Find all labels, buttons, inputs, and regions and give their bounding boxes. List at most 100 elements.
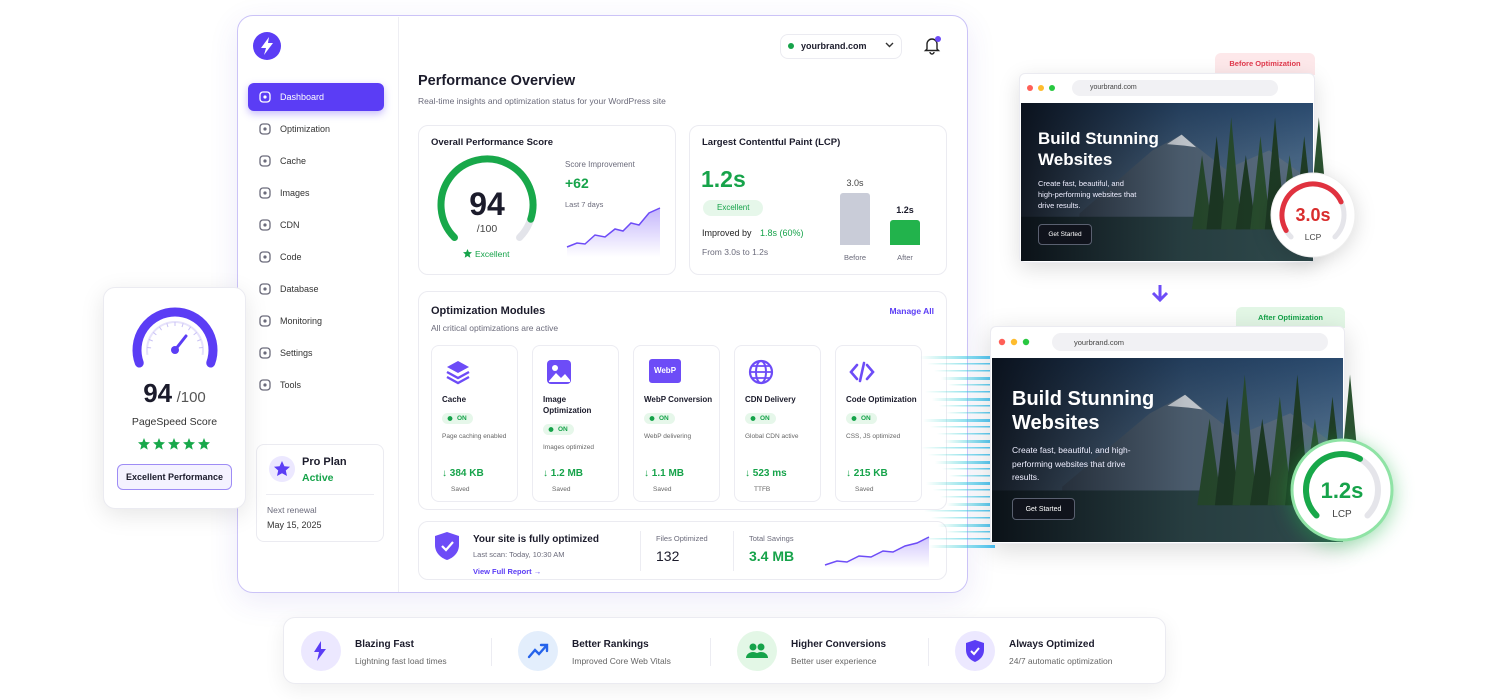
report-link[interactable]: View Full Report → — [473, 567, 542, 576]
nav-icon — [259, 315, 271, 327]
score-rating: Excellent — [475, 249, 510, 259]
speed-line — [926, 482, 995, 485]
nav-icon — [259, 91, 271, 103]
renewal-date: May 15, 2025 — [267, 520, 322, 530]
after-gauge — [1290, 438, 1394, 542]
after-button[interactable]: Get Started — [1012, 498, 1075, 520]
summary-title: Your site is fully optimized — [473, 534, 599, 545]
lcp-improved-prefix: Improved by — [702, 228, 752, 238]
module-body: Code Optimization ON CSS, JS optimized — [846, 394, 918, 440]
before-button[interactable]: Get Started — [1038, 224, 1092, 245]
speed-line — [941, 377, 995, 380]
score: 94 — [469, 186, 505, 222]
manage-all[interactable]: Manage All — [889, 306, 934, 316]
feature-icon — [955, 631, 995, 671]
plan-card — [256, 444, 384, 542]
modules-subtitle: All critical optimizations are active — [431, 323, 559, 333]
nav-label: Dashboard — [280, 92, 325, 102]
speed-line — [942, 468, 995, 470]
score-sparkline — [566, 207, 661, 257]
speed-line — [928, 454, 995, 456]
speed-line — [940, 496, 995, 498]
gauge-tick — [148, 339, 153, 342]
nav-icon — [259, 155, 271, 167]
lcp-improved-value: 1.8s (60%) — [760, 228, 804, 238]
nav-label: Tools — [280, 380, 302, 390]
before-lcp-value: 3.0s — [1295, 205, 1331, 225]
status-dot — [788, 43, 794, 49]
nav-label: Database — [280, 284, 319, 294]
score-gauge — [437, 155, 537, 242]
nav-label: Cache — [280, 156, 307, 166]
nav-label: Settings — [280, 348, 313, 358]
score-max: /100 — [476, 223, 498, 235]
nav-icon — [259, 219, 271, 231]
after-url: yourbrand.com — [1074, 338, 1125, 347]
module-icon — [446, 361, 470, 385]
after-lcp-value: 1.2s — [1320, 478, 1364, 503]
module-desc: Page caching enabled — [442, 433, 507, 440]
speed-lines — [920, 356, 995, 548]
gauge-arc — [437, 155, 537, 242]
speed-line — [929, 545, 995, 548]
star — [138, 438, 150, 450]
nav-label: CDN — [280, 220, 300, 230]
rating-stars — [138, 438, 210, 450]
rating-star — [463, 249, 472, 258]
star — [153, 438, 165, 450]
star — [183, 438, 195, 450]
gauge-tick — [193, 331, 198, 336]
nav-item[interactable] — [248, 83, 384, 111]
module-name: Cache — [442, 395, 467, 404]
files-label: Files Optimized — [656, 534, 708, 543]
feature-title: Blazing Fast — [355, 639, 414, 650]
before-text: Create fast, beautiful, and high-perform… — [1038, 179, 1137, 210]
nav-icon — [259, 283, 271, 295]
before-gauge — [1270, 172, 1356, 258]
gauge-tick — [197, 339, 202, 342]
feature-divider — [928, 638, 929, 666]
speed-line — [945, 531, 995, 533]
module-body: Image Optimization ON Images optimized — [543, 394, 615, 451]
speed-line — [949, 475, 995, 477]
module-desc: Global CDN active — [745, 433, 799, 440]
speed-line — [931, 517, 995, 519]
speed-line — [938, 524, 995, 527]
plan-title: Pro Plan — [302, 456, 347, 468]
pagespeed-badge: Excellent Performance — [125, 472, 224, 482]
speed-line — [924, 510, 995, 512]
score-title: Overall Performance Score — [431, 137, 553, 148]
pagespeed-score: 94 — [143, 378, 173, 408]
module-body: CDN Delivery ON Global CDN active — [745, 394, 817, 440]
before-window-dots — [1027, 85, 1055, 91]
feature-icon — [301, 631, 341, 671]
gauge-tick — [181, 323, 184, 328]
module-desc: WebP delivering — [644, 433, 692, 440]
domain-select[interactable] — [780, 34, 902, 59]
module-status: ON — [745, 413, 776, 424]
star — [198, 438, 210, 450]
files-count: 132 — [656, 548, 680, 564]
module-status: ON — [644, 413, 675, 424]
speed-line — [927, 363, 995, 365]
bell[interactable] — [923, 36, 941, 55]
nav-label: Monitoring — [280, 316, 323, 326]
after-window-dots — [998, 338, 1030, 346]
after-value: 1.2s — [896, 205, 914, 215]
overview-subtitle: Real-time insights and optimization stat… — [418, 96, 666, 106]
module-name: Image Optimization — [543, 395, 592, 415]
feature-desc: Lightning fast load times — [355, 656, 447, 666]
speed-line — [934, 370, 995, 372]
module-icon — [748, 359, 774, 385]
feature-desc: Improved Core Web Vitals — [572, 656, 671, 666]
before-label: Before — [843, 253, 867, 262]
pagespeed-badge-box[interactable] — [117, 464, 232, 490]
improvement-period: Last 7 days — [565, 200, 604, 209]
overview-title: Performance Overview — [418, 73, 576, 89]
module-status: ON — [543, 424, 574, 435]
speed-line — [932, 398, 995, 401]
improvement-label: Score Improvement — [565, 160, 635, 169]
module-value: ↓ 1.2 MB — [543, 468, 584, 479]
star — [168, 438, 180, 450]
